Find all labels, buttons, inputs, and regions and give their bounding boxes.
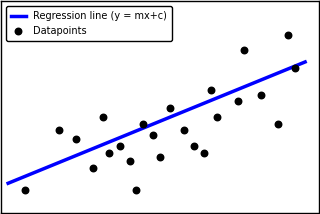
- Datapoints: [276, 122, 281, 125]
- Datapoints: [286, 33, 291, 36]
- Datapoints: [157, 155, 163, 159]
- Datapoints: [90, 166, 95, 170]
- Datapoints: [56, 129, 61, 132]
- Datapoints: [201, 151, 206, 154]
- Datapoints: [168, 106, 173, 110]
- Datapoints: [134, 189, 139, 192]
- Datapoints: [259, 93, 264, 97]
- Datapoints: [22, 189, 28, 192]
- Datapoints: [215, 115, 220, 119]
- Datapoints: [181, 129, 186, 132]
- Legend: Regression line (y = mx+c), Datapoints: Regression line (y = mx+c), Datapoints: [6, 6, 172, 41]
- Datapoints: [127, 160, 132, 163]
- Datapoints: [107, 151, 112, 154]
- Datapoints: [100, 115, 105, 119]
- Datapoints: [242, 49, 247, 52]
- Datapoints: [140, 122, 146, 125]
- Datapoints: [117, 144, 122, 148]
- Datapoints: [235, 100, 240, 103]
- Datapoints: [73, 138, 78, 141]
- Datapoints: [151, 133, 156, 137]
- Datapoints: [292, 66, 298, 70]
- Datapoints: [191, 144, 196, 148]
- Datapoints: [208, 89, 213, 92]
